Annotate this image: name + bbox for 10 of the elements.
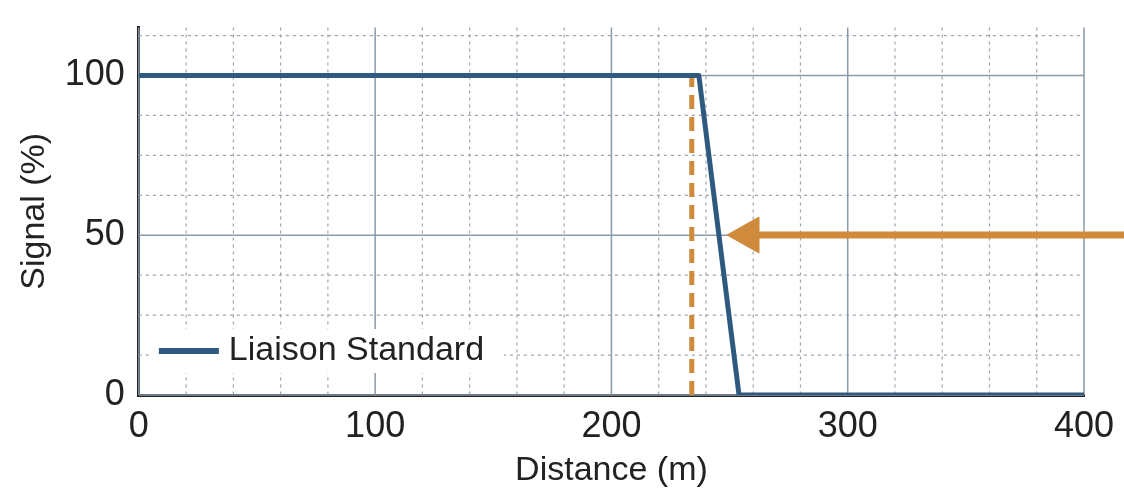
x-tick-label: 400 <box>1053 403 1115 445</box>
x-tick-label: 100 <box>345 403 406 445</box>
y-tick-label: 100 <box>64 52 125 94</box>
y-tick-label: 0 <box>104 371 125 413</box>
legend-label: Liaison Standard <box>228 329 485 368</box>
y-axis-title: Signal (%) <box>12 132 51 290</box>
x-axis-title: Distance (m) <box>515 448 708 487</box>
x-tick-label: 200 <box>581 403 642 445</box>
x-tick-label: 300 <box>817 403 878 445</box>
y-tick-label: 50 <box>84 212 125 254</box>
